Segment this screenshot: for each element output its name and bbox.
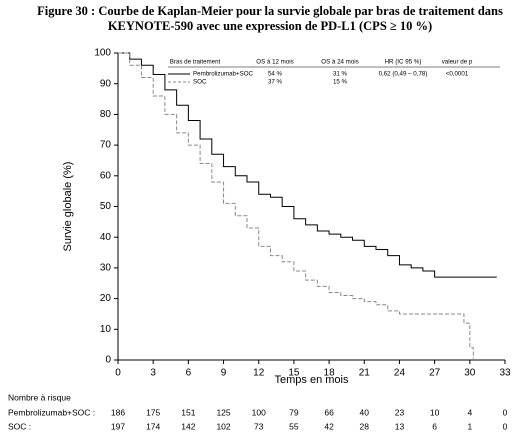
y-tick-label: 90 bbox=[100, 78, 112, 89]
x-tick-label: 30 bbox=[464, 368, 476, 379]
y-tick-label: 10 bbox=[100, 324, 112, 335]
x-tick-label: 24 bbox=[394, 368, 406, 379]
risk-label: Pembrolizumab+SOC : bbox=[8, 407, 95, 417]
x-tick-label: 15 bbox=[288, 368, 300, 379]
y-tick-label: 80 bbox=[100, 109, 112, 120]
x-tick-label: 27 bbox=[429, 368, 441, 379]
risk-value: 175 bbox=[146, 407, 160, 417]
risk-value: 186 bbox=[111, 407, 125, 417]
legend-label: SOC bbox=[193, 79, 207, 86]
risk-value: 79 bbox=[289, 407, 299, 417]
y-tick-label: 70 bbox=[100, 140, 112, 151]
km-curve bbox=[118, 52, 497, 278]
legend-label: Pembrolizumab+SOC bbox=[193, 71, 254, 78]
km-curve bbox=[118, 52, 474, 360]
y-tick-label: 20 bbox=[100, 293, 112, 304]
risk-value: 4 bbox=[467, 407, 472, 417]
risk-value: 40 bbox=[360, 407, 370, 417]
x-tick-label: 12 bbox=[253, 368, 265, 379]
legend-cell: 37 % bbox=[268, 79, 283, 86]
x-tick-label: 6 bbox=[186, 368, 192, 379]
risk-value: 0 bbox=[503, 421, 508, 431]
legend-header: OS à 24 mois bbox=[321, 59, 359, 66]
risk-value: 6 bbox=[432, 421, 437, 431]
risk-value: 66 bbox=[324, 407, 334, 417]
risk-value: 100 bbox=[252, 407, 266, 417]
risk-value: 10 bbox=[430, 407, 440, 417]
risk-value: 102 bbox=[216, 421, 230, 431]
x-tick-label: 21 bbox=[359, 368, 371, 379]
risk-value: 142 bbox=[181, 421, 195, 431]
risk-value: 23 bbox=[395, 407, 405, 417]
y-tick-label: 40 bbox=[100, 232, 112, 243]
legend-cell: <0,0001 bbox=[446, 71, 469, 78]
x-tick-label: 33 bbox=[499, 368, 511, 379]
risk-value: 0 bbox=[503, 407, 508, 417]
risk-value: 28 bbox=[360, 421, 370, 431]
chart-title: KEYNOTE-590 avec une expression de PD-L1… bbox=[108, 19, 432, 33]
x-axis-label: Temps en mois bbox=[275, 374, 349, 386]
legend-cell: 15 % bbox=[333, 79, 348, 86]
risk-value: 42 bbox=[324, 421, 334, 431]
legend-header: HR (IC 95 %) bbox=[385, 59, 422, 66]
legend-header: Bras de traitement bbox=[170, 59, 221, 66]
risk-value: 73 bbox=[254, 421, 264, 431]
risk-value: 197 bbox=[111, 421, 125, 431]
risk-value: 151 bbox=[181, 407, 195, 417]
y-tick-label: 60 bbox=[100, 170, 112, 181]
risk-value: 1 bbox=[467, 421, 472, 431]
risk-label: SOC : bbox=[8, 421, 31, 431]
y-tick-label: 0 bbox=[105, 355, 111, 366]
x-tick-label: 0 bbox=[115, 368, 121, 379]
risk-value: 55 bbox=[289, 421, 299, 431]
x-tick-label: 3 bbox=[150, 368, 156, 379]
legend-header: valeur de p bbox=[442, 59, 473, 66]
legend-header: OS à 12 mois bbox=[256, 59, 294, 66]
legend-cell: 0,62 (0,49 – 0,78) bbox=[379, 71, 428, 78]
risk-value: 125 bbox=[216, 407, 230, 417]
x-tick-label: 18 bbox=[324, 368, 336, 379]
y-tick-label: 100 bbox=[94, 48, 111, 59]
risk-value: 174 bbox=[146, 421, 160, 431]
legend-cell: 54 % bbox=[268, 71, 283, 78]
y-tick-label: 50 bbox=[100, 201, 112, 212]
risk-value: 13 bbox=[395, 421, 405, 431]
chart-title: Figure 30 : Courbe de Kaplan-Meier pour … bbox=[37, 4, 503, 18]
risk-title: Nombre à risque bbox=[8, 392, 71, 402]
y-tick-label: 30 bbox=[100, 263, 112, 274]
y-axis-label: Survie globale (%) bbox=[62, 162, 74, 252]
legend-cell: 31 % bbox=[333, 71, 348, 78]
x-tick-label: 9 bbox=[221, 368, 227, 379]
